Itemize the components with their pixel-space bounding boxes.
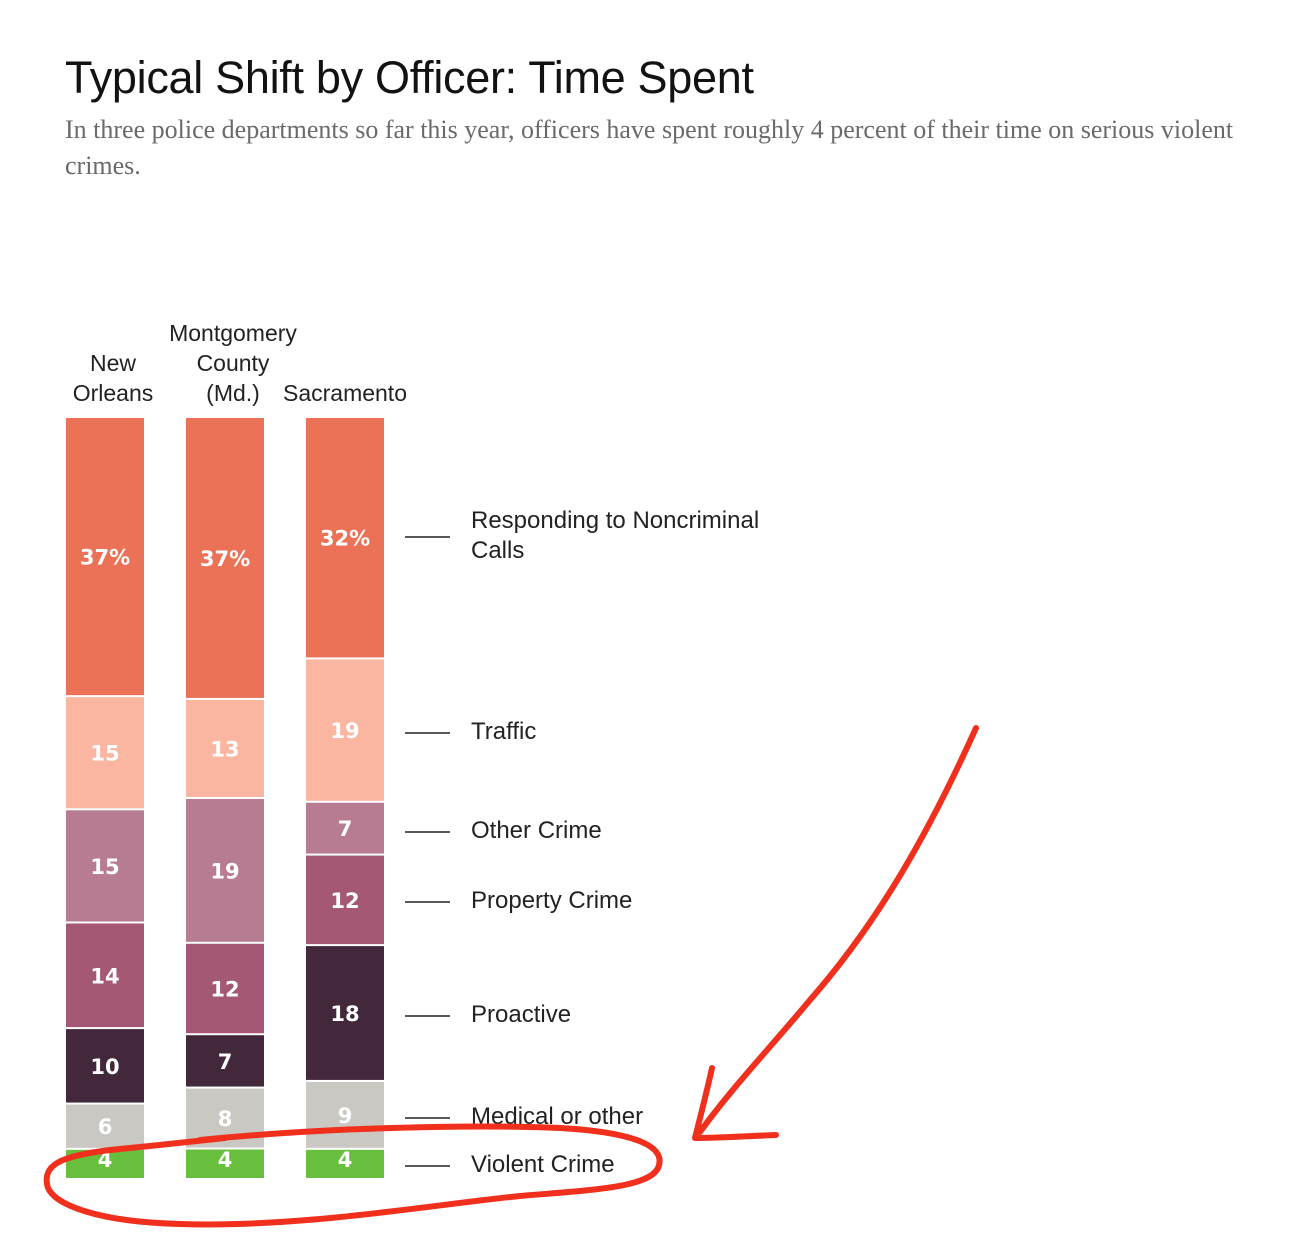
value-label-traffic-new-orleans: 15 <box>90 742 119 766</box>
legend-label-responding-to-noncriminal-calls: Responding to Noncriminal Calls <box>471 507 759 564</box>
column-label-sacramento: Sacramento <box>283 380 407 406</box>
value-label-medical-or-other-new-orleans: 6 <box>98 1115 113 1139</box>
value-label-responding-to-noncriminal-calls-montgomery-county-md: 37% <box>200 547 250 571</box>
value-label-violent-crime-montgomery-county-md: 4 <box>218 1148 233 1172</box>
bar-segment-traffic-montgomery-county-md <box>186 699 264 797</box>
legend-label-property-crime: Property Crime <box>471 887 632 914</box>
chart-subtitle: In three police departments so far this … <box>65 115 1234 180</box>
value-label-medical-or-other-montgomery-county-md: 8 <box>218 1107 233 1131</box>
bar-segment-responding-to-noncriminal-calls-montgomery-county-md <box>186 418 264 698</box>
hand-drawn-annotation <box>43 725 979 1228</box>
bar-segment-proactive-montgomery-county-md <box>186 1035 264 1087</box>
value-label-property-crime-sacramento: 12 <box>330 889 359 913</box>
value-label-proactive-sacramento: 18 <box>330 1002 359 1026</box>
bar-segment-violent-crime-montgomery-county-md <box>186 1149 264 1178</box>
legend-label-violent-crime: Violent Crime <box>471 1151 615 1178</box>
chart-title: Typical Shift by Officer: Time Spent <box>65 52 754 103</box>
arrow-head <box>692 1065 779 1141</box>
legend-label-traffic: Traffic <box>471 718 536 745</box>
value-label-proactive-montgomery-county-md: 7 <box>218 1050 233 1074</box>
bar-segment-property-crime-montgomery-county-md <box>186 943 264 1034</box>
bar-segment-proactive-new-orleans <box>66 1029 144 1103</box>
bar-segment-violent-crime-sacramento <box>306 1149 384 1178</box>
legend-label-proactive: Proactive <box>471 1001 571 1028</box>
value-label-proactive-new-orleans: 10 <box>90 1055 119 1079</box>
column-label-new-orleans: New Orleans <box>73 350 154 406</box>
value-label-responding-to-noncriminal-calls-new-orleans: 37% <box>80 546 130 570</box>
value-label-other-crime-montgomery-county-md: 19 <box>210 859 239 883</box>
bar-segment-other-crime-new-orleans <box>66 810 144 922</box>
bar-segment-traffic-new-orleans <box>66 697 144 809</box>
arrow-shaft <box>697 725 979 1135</box>
value-label-property-crime-montgomery-county-md: 12 <box>210 978 239 1002</box>
bar-segment-traffic-sacramento <box>306 659 384 801</box>
column-label-montgomery-county-md: Montgomery County (Md.) <box>169 320 297 406</box>
value-label-medical-or-other-sacramento: 9 <box>338 1104 353 1128</box>
bar-segment-property-crime-new-orleans <box>66 923 144 1028</box>
bar-segment-responding-to-noncriminal-calls-sacramento <box>306 418 384 658</box>
value-label-violent-crime-sacramento: 4 <box>338 1148 353 1172</box>
bar-segment-medical-or-other-new-orleans <box>66 1104 144 1148</box>
legend-label-other-crime: Other Crime <box>471 817 602 844</box>
bar-segment-responding-to-noncriminal-calls-new-orleans <box>66 418 144 696</box>
value-label-other-crime-new-orleans: 15 <box>90 855 119 879</box>
column-labels: New Orleans Montgomery County (Md.) Sacrament… <box>73 320 407 406</box>
value-label-traffic-montgomery-county-md: 13 <box>210 737 239 761</box>
bar-segment-proactive-sacramento <box>306 946 384 1080</box>
value-label-responding-to-noncriminal-calls-sacramento: 32% <box>320 527 370 551</box>
bar-segment-medical-or-other-sacramento <box>306 1081 384 1148</box>
bar-segment-other-crime-montgomery-county-md <box>186 799 264 942</box>
value-label-traffic-sacramento: 19 <box>330 719 359 743</box>
value-label-other-crime-sacramento: 7 <box>338 817 353 841</box>
bar-segment-other-crime-sacramento <box>306 802 384 854</box>
bar-segment-property-crime-sacramento <box>306 855 384 945</box>
value-label-property-crime-new-orleans: 14 <box>90 964 119 988</box>
highlight-loop <box>43 1123 663 1228</box>
legend: Responding to Noncriminal Calls Traffic Oth… <box>405 507 759 1178</box>
